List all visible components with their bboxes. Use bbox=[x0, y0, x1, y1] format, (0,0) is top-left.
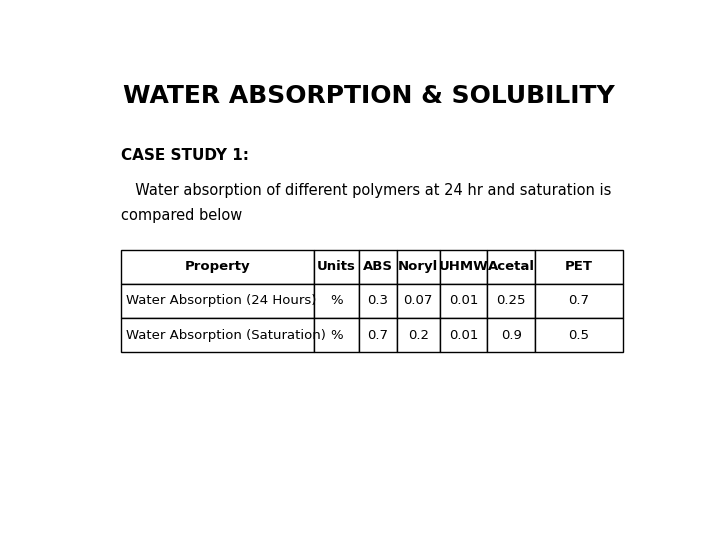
Text: Water Absorption (Saturation): Water Absorption (Saturation) bbox=[126, 328, 326, 342]
Text: Noryl: Noryl bbox=[398, 260, 438, 273]
Text: 0.5: 0.5 bbox=[569, 328, 590, 342]
Text: 0.01: 0.01 bbox=[449, 328, 478, 342]
Bar bbox=[487, 284, 535, 318]
Text: Units: Units bbox=[318, 260, 356, 273]
Bar bbox=[121, 318, 314, 352]
Text: %: % bbox=[330, 294, 343, 307]
Bar bbox=[314, 318, 359, 352]
Bar bbox=[397, 318, 440, 352]
Bar bbox=[359, 284, 397, 318]
Text: 0.07: 0.07 bbox=[403, 294, 433, 307]
Text: ABS: ABS bbox=[363, 260, 393, 273]
Text: 0.9: 0.9 bbox=[500, 328, 521, 342]
Bar bbox=[359, 250, 397, 284]
Text: 0.2: 0.2 bbox=[408, 328, 428, 342]
Bar bbox=[359, 318, 397, 352]
Bar bbox=[487, 250, 535, 284]
Text: PET: PET bbox=[565, 260, 593, 273]
Text: CASE STUDY 1:: CASE STUDY 1: bbox=[121, 148, 248, 163]
Text: 0.3: 0.3 bbox=[368, 294, 389, 307]
Text: 0.01: 0.01 bbox=[449, 294, 478, 307]
Bar bbox=[535, 250, 623, 284]
Bar bbox=[397, 284, 440, 318]
Text: 0.25: 0.25 bbox=[496, 294, 526, 307]
Text: Acetal: Acetal bbox=[487, 260, 535, 273]
Bar bbox=[535, 284, 623, 318]
Bar bbox=[121, 284, 314, 318]
Bar bbox=[314, 284, 359, 318]
Bar bbox=[487, 318, 535, 352]
Bar bbox=[121, 250, 314, 284]
Text: 0.7: 0.7 bbox=[368, 328, 389, 342]
Bar bbox=[440, 318, 487, 352]
Bar bbox=[397, 250, 440, 284]
Text: Property: Property bbox=[184, 260, 250, 273]
Bar bbox=[314, 250, 359, 284]
Text: UHMW: UHMW bbox=[438, 260, 488, 273]
Text: WATER ABSORPTION & SOLUBILITY: WATER ABSORPTION & SOLUBILITY bbox=[123, 84, 615, 107]
Text: Water absorption of different polymers at 24 hr and saturation is: Water absorption of different polymers a… bbox=[126, 183, 612, 198]
Bar bbox=[440, 250, 487, 284]
Text: compared below: compared below bbox=[121, 208, 242, 223]
Text: %: % bbox=[330, 328, 343, 342]
Text: Water Absorption (24 Hours): Water Absorption (24 Hours) bbox=[126, 294, 317, 307]
Text: 0.7: 0.7 bbox=[569, 294, 590, 307]
Bar bbox=[440, 284, 487, 318]
Bar bbox=[535, 318, 623, 352]
